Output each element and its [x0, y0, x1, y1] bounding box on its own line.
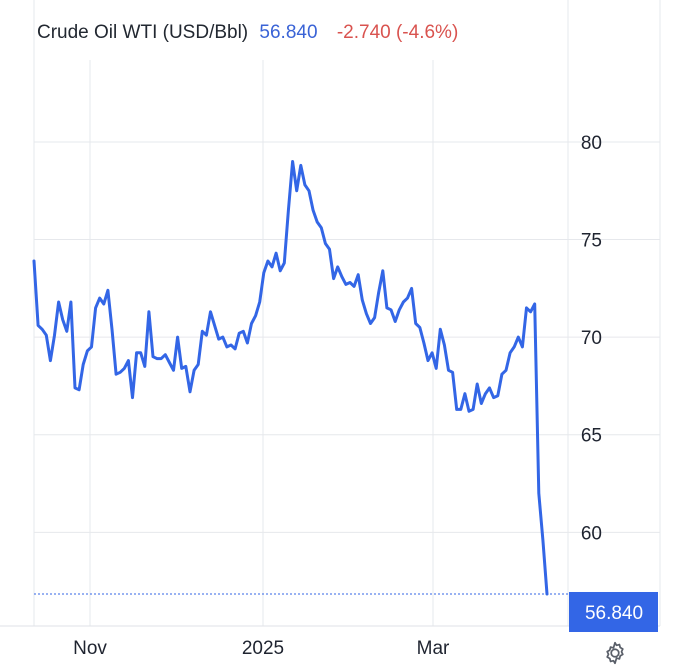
price-line: [32, 160, 549, 596]
y-tick-label: 65: [581, 426, 602, 447]
last-price-badge: [569, 591, 658, 632]
x-tick-label: Mar: [417, 638, 450, 659]
x-tick-label: 2025: [242, 638, 284, 659]
gear-icon[interactable]: [602, 640, 628, 666]
y-tick-label: 70: [581, 328, 602, 349]
current-price: 56.840: [259, 22, 318, 43]
y-tick-label: 80: [581, 133, 602, 154]
chart-header: Crude Oil WTI (USD/Bbl) 56.840 -2.740 (-…: [37, 22, 458, 44]
x-tick-label: Nov: [73, 638, 107, 659]
chart-title: Crude Oil WTI (USD/Bbl): [37, 22, 249, 43]
y-tick-label: 60: [581, 523, 602, 544]
x-axis-ticks: Nov 2025 Mar: [73, 638, 450, 659]
last-price-label: 56.840: [585, 603, 643, 624]
y-tick-label: 75: [581, 231, 602, 252]
y-axis-ticks: 80 75 70 65 60: [581, 133, 602, 544]
price-change: -2.740 (-4.6%): [336, 22, 459, 43]
chart-grid: [0, 0, 661, 627]
